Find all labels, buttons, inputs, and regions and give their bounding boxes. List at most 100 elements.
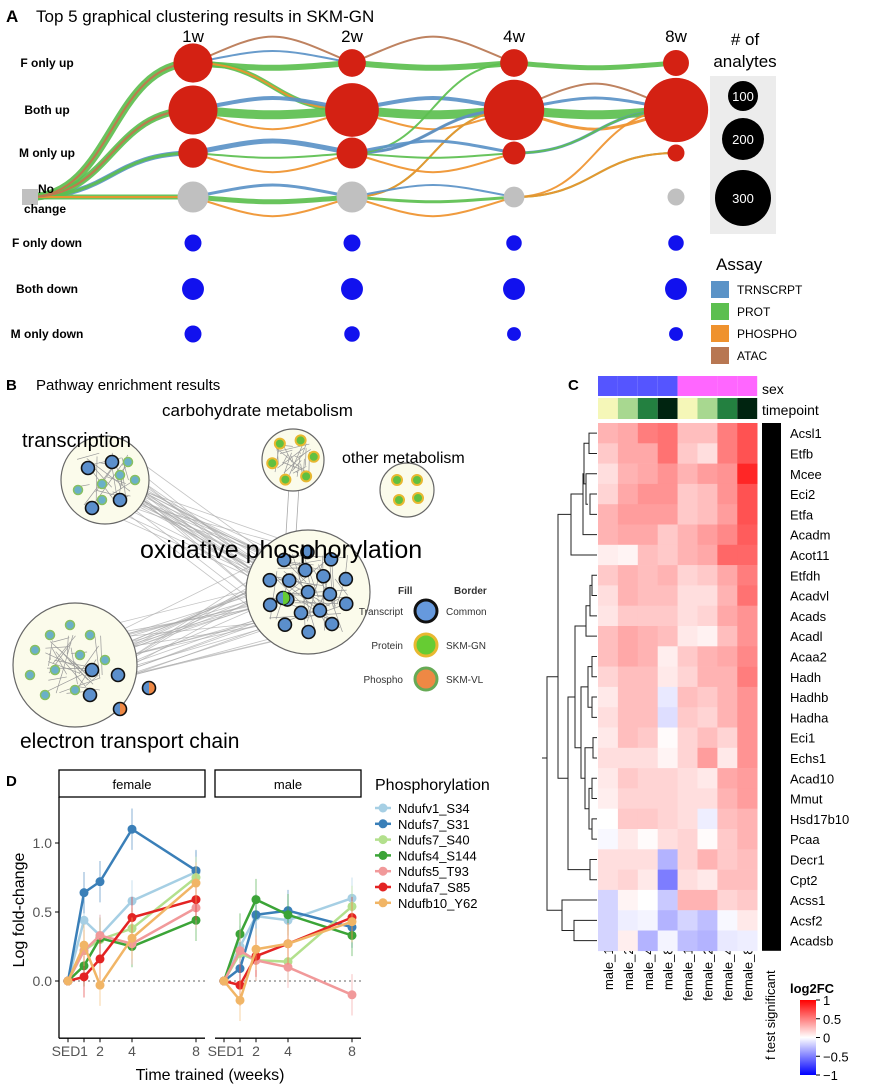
network-node bbox=[273, 437, 286, 450]
colorbar-tick-label: −0.5 bbox=[823, 1049, 849, 1064]
heatmap-cell bbox=[697, 544, 718, 566]
heatmap-cell bbox=[637, 605, 658, 627]
heatmap-cell bbox=[737, 504, 758, 525]
cluster-node bbox=[338, 49, 366, 77]
heatmap-cell bbox=[717, 910, 738, 931]
assay-label: TRNSCRPT bbox=[737, 283, 803, 297]
cluster-node bbox=[665, 278, 687, 300]
network-node bbox=[301, 624, 316, 640]
heatmap-cell bbox=[657, 829, 678, 850]
heatmap-cell bbox=[657, 666, 678, 688]
flow-edge-T bbox=[351, 139, 515, 155]
network-node bbox=[393, 494, 405, 506]
heatmap-cell bbox=[697, 443, 718, 464]
panel-c-letter: C bbox=[568, 377, 579, 394]
network-node-phospho-border bbox=[112, 701, 128, 717]
legend-label: Ndufs5_T93 bbox=[398, 864, 469, 879]
heatmap-cell bbox=[737, 727, 758, 749]
legend-fill-title: Fill bbox=[398, 586, 413, 597]
cluster-node bbox=[507, 327, 521, 341]
heatmap-cell bbox=[717, 544, 738, 566]
heatmap-cell bbox=[677, 544, 698, 566]
network-node bbox=[114, 469, 126, 481]
timepoint-annotation-cell bbox=[637, 398, 658, 419]
heatmap-cell bbox=[598, 910, 619, 931]
x-tick-label: 1 bbox=[80, 1043, 88, 1059]
heatmap-cell bbox=[697, 869, 718, 891]
heatmap-cell bbox=[717, 666, 738, 688]
heatmap-cell bbox=[737, 788, 758, 809]
heatmap-cell bbox=[657, 483, 678, 505]
flow-edge-A bbox=[29, 62, 194, 198]
legend-node-swatch bbox=[413, 632, 439, 658]
colorbar-tick-label: 0.5 bbox=[823, 1012, 841, 1027]
facet-label: male bbox=[274, 777, 302, 792]
network-edge bbox=[289, 442, 305, 475]
heatmap-cell bbox=[677, 686, 698, 708]
heatmap-cell bbox=[617, 646, 639, 667]
heatmap-cell bbox=[717, 849, 738, 870]
heatmap-cell bbox=[598, 646, 619, 667]
heatmap-cell bbox=[598, 565, 619, 586]
sex-annotation-cell bbox=[657, 376, 678, 396]
heatmap-cell bbox=[657, 504, 678, 525]
data-point-Ndufb10_Y62-male bbox=[283, 939, 293, 949]
sex-annotation-cell bbox=[697, 376, 718, 396]
network-edge bbox=[299, 452, 301, 454]
heatmap-cell bbox=[717, 605, 738, 627]
heatmap-cell bbox=[737, 443, 758, 464]
network-node bbox=[29, 644, 41, 656]
network-node bbox=[312, 603, 328, 618]
heatmap-cell bbox=[598, 544, 619, 566]
x-tick-label: 1 bbox=[236, 1043, 244, 1059]
heatmap-row-label: Acot11 bbox=[790, 548, 830, 563]
timepoint-label: 1w bbox=[182, 27, 204, 46]
heatmap-cell bbox=[697, 605, 718, 627]
data-point-Ndufv1_S34-female bbox=[79, 915, 89, 925]
heatmap-cell bbox=[598, 707, 619, 728]
row-label: M only down bbox=[11, 327, 84, 341]
data-point-Ndufb10_Y62-male bbox=[219, 976, 229, 986]
log2fc-ticks: 1 0.5 0 −0.5 −1 bbox=[816, 993, 849, 1083]
heatmap-cell bbox=[717, 585, 738, 606]
heatmap-cell bbox=[677, 443, 698, 464]
sex-annotation-cell bbox=[737, 376, 758, 396]
data-point-Ndufb10_Y62-female bbox=[95, 980, 105, 990]
network-edge bbox=[291, 460, 302, 472]
heatmap-cell bbox=[617, 544, 639, 566]
heatmap-cell bbox=[717, 829, 738, 850]
sex-annotation-cell bbox=[637, 376, 658, 396]
size-legend-title-1: # of bbox=[731, 30, 760, 49]
network-edge bbox=[78, 645, 99, 675]
heatmap-cell bbox=[598, 788, 619, 809]
legend-fill-label: Phospho bbox=[364, 675, 404, 686]
heatmap-cell bbox=[677, 849, 698, 870]
row-label: F only up bbox=[20, 56, 73, 70]
flow-edge-O bbox=[351, 152, 515, 174]
timepoint-annotation-cell bbox=[677, 398, 698, 419]
network-edge bbox=[59, 677, 101, 693]
legend-dot-Ndufs5_T93 bbox=[378, 866, 388, 876]
network-edge bbox=[49, 653, 51, 660]
cluster-node bbox=[182, 278, 204, 300]
flow-edge-T bbox=[192, 183, 353, 199]
heatmap-cell bbox=[717, 524, 738, 546]
heatmap-cell bbox=[598, 585, 619, 606]
heatmap-cell bbox=[697, 788, 718, 809]
heatmap-cell bbox=[677, 524, 698, 546]
heatmap-cell bbox=[717, 504, 738, 525]
heatmap-cell bbox=[637, 524, 658, 546]
line-legend: Ndufv1_S34Ndufs7_S31Ndufs7_S40Ndufs4_S14… bbox=[375, 801, 478, 911]
data-point-Ndufs5_T93-female bbox=[95, 930, 105, 940]
heatmap-cell bbox=[598, 605, 619, 627]
heatmap-cell bbox=[598, 504, 619, 525]
network-node bbox=[300, 470, 313, 483]
network-edge bbox=[290, 589, 347, 595]
network-node bbox=[129, 474, 141, 486]
heatmap-cell bbox=[637, 463, 658, 485]
network-node bbox=[96, 478, 108, 490]
heatmap-cell bbox=[598, 524, 619, 546]
heatmap-cell bbox=[697, 686, 718, 708]
network-node bbox=[300, 544, 315, 560]
heatmap-cell bbox=[657, 463, 678, 485]
